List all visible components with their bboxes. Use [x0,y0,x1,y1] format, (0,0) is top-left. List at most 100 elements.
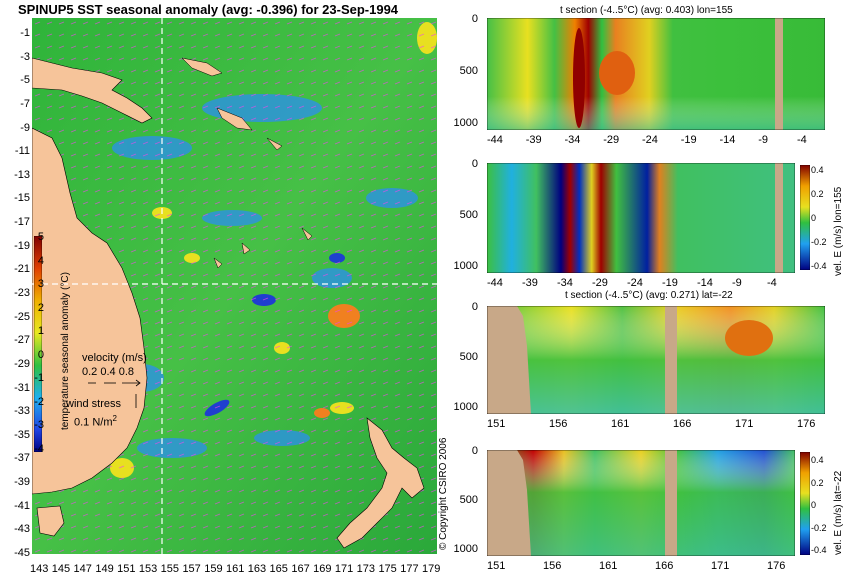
panel2-x-tick: -4 [767,277,777,289]
map-y-tick: -29 [14,357,30,370]
panel4-x-tick: 156 [543,560,562,572]
map-x-tick: 151 [117,563,136,575]
copyright-label: © Copyright CSIRO 2006 [438,437,449,550]
map-y-tick: -43 [14,523,30,536]
map-y-tick: -33 [14,405,30,418]
panel3-y-tick: 500 [459,351,478,363]
panel3-x-tick: 166 [673,418,692,430]
map-colorbar-tick: 1 [37,325,44,338]
panel3-y-tick: 1000 [453,401,478,413]
map-x-tick: 169 [313,563,332,575]
panel1-x-tick: -39 [525,134,542,146]
panel2-x-tick: -14 [697,277,713,289]
map-colorbar-tick: 3 [37,278,44,291]
panel2-velocity-section [487,163,795,273]
panel1-x-tick: -44 [487,134,503,146]
map-y-tick: -23 [14,287,30,299]
panel1-y-tick: 500 [459,65,478,77]
panel1-x-tick: -19 [680,134,697,146]
map-title: SPINUP5 SST seasonal anomaly (avg: -0.39… [18,2,399,17]
panel3-temp-section [487,306,825,414]
panel2-x-tick: -44 [487,277,503,289]
sst-anomaly-map [32,18,437,554]
panel1-x-tick: -9 [758,134,769,146]
map-y-tick: -17 [14,216,30,229]
map-y-tick: -19 [14,239,30,252]
panel4-x-tick: 161 [599,560,618,572]
panel2-colorbar-tick: -0.2 [811,237,827,247]
panel2-colorbar-tick: 0.2 [811,189,824,199]
map-y-tick: -25 [14,310,30,323]
map-x-tick: 155 [160,563,180,575]
map-y-tick: -11 [14,145,30,158]
panel2-x-tick: -39 [522,277,538,289]
map-y-tick: -21 [14,263,30,276]
map-y-tick: -39 [14,476,30,489]
panel3-y-tick: 0 [471,301,478,313]
panel2-colorbar-label: vel. E (m/s) lon=155 [833,186,844,276]
panel4-x-tick: 171 [711,560,730,572]
panel3-x-tick: 151 [487,418,506,430]
panel3-x-tick: 156 [549,418,568,430]
panel4-colorbar-tick: -0.4 [811,545,827,555]
velocity-label: velocity (m/s) [82,352,147,364]
map-x-tick: 179 [422,563,441,575]
wind-arrow-icon [135,394,137,408]
panel2-x-tick: -34 [557,277,573,289]
panel4-y-tick: 500 [459,494,478,506]
wind-stress-scale: 0.1 N/m2 [74,414,117,429]
map-x-tick: 159 [204,563,223,575]
panel2-x-tick: -9 [732,277,742,289]
new-zealand-land [336,417,425,549]
map-x-tick: 167 [291,563,310,575]
map-x-tick: 177 [400,563,419,575]
map-colorbar-tick: 2 [37,301,44,314]
panel2-y-tick: 500 [459,209,478,221]
map-colorbar-tick: -4 [34,443,44,455]
panel3-x-tick: 176 [797,418,816,430]
panel4-colorbar-label: vel. E (m/s) lat=-22 [833,470,844,555]
panel4-colorbar-tick: 0.4 [811,455,824,465]
map-y-tick: -5 [20,74,30,87]
map-y-tick: -7 [20,97,30,110]
map-colorbar-tick: -3 [34,419,44,432]
map-x-tick: 173 [356,563,376,575]
map-colorbar [34,236,42,452]
panel2-colorbar-tick: 0 [811,213,817,223]
panel1-x-tick: -29 [603,134,620,146]
new-guinea-land [32,57,153,124]
map-x-tick: 149 [95,563,114,575]
panel1-x-tick: -24 [642,134,658,146]
map-y-tick: -1 [20,27,30,39]
tasmania-land [36,505,65,537]
panel1-x-tick: -34 [564,134,581,146]
map-colorbar-tick: 5 [37,231,44,243]
map-y-tick: -27 [14,334,30,347]
panel4-y-tick: 0 [471,445,478,457]
map-colorbar-tick: -2 [34,395,44,408]
panel2-colorbar-tick: 0.4 [811,165,824,175]
map-x-tick: 163 [247,563,267,575]
panel4-x-tick: 151 [487,560,506,572]
map-y-tick: -37 [14,452,30,465]
map-y-tick: -15 [14,192,30,205]
map-y-tick: -41 [14,499,30,512]
panel2-x-tick: -29 [592,277,608,289]
map-colorbar-tick: 4 [37,254,44,267]
velocity-arrows-icon [88,379,141,387]
map-x-tick: 171 [334,563,354,575]
panel1-title: t section (-4..5°C) (avg: 0.403) lon=155 [560,5,733,16]
map-x-tick: 175 [378,563,397,575]
map-x-tick: 143 [30,563,49,575]
pacific-islands [181,57,313,269]
panel1-x-tick: -4 [797,134,807,146]
australia-land [32,127,148,495]
panel3-x-tick: 171 [735,418,754,430]
panel1-temp-section [487,18,825,130]
panel3-title: t section (-4..5°C) (avg: 0.271) lat=-22 [565,290,733,301]
panel4-x-tick: 176 [767,560,786,572]
map-y-tick: -31 [14,381,30,394]
panel2-x-tick: -24 [627,277,643,289]
panel2-x-tick: -19 [662,277,678,289]
map-y-tick: -9 [20,121,30,134]
